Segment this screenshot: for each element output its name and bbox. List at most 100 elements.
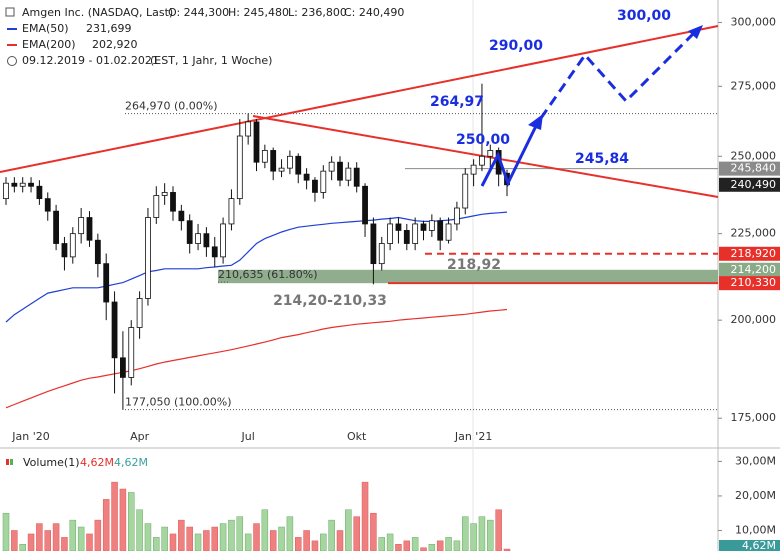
volume-bar [395, 544, 402, 551]
volume-bar [19, 544, 26, 551]
axis-tag [719, 276, 780, 291]
candle-body [479, 155, 485, 166]
candle-body [362, 185, 368, 225]
annotation: 264,97 [430, 94, 484, 110]
candle-body [11, 182, 18, 187]
volume-bar [361, 481, 369, 551]
volume-bar [503, 548, 511, 551]
axis-tag-label: 210,330 [731, 276, 777, 289]
icon [10, 459, 13, 465]
axis-tag [719, 246, 780, 261]
candle-body [128, 327, 135, 378]
volume-bar [320, 533, 327, 551]
candle-body [453, 207, 460, 225]
candle-body [395, 223, 402, 231]
volume-bar [370, 512, 377, 551]
support-zone [218, 269, 718, 284]
axis-tag-label: 218,920 [731, 247, 777, 260]
axis-tag [719, 540, 780, 551]
legend-label: EMA(200) [22, 38, 76, 51]
volume-bar [94, 519, 102, 551]
volume-bar [403, 540, 411, 551]
candle-body [353, 167, 360, 187]
volume-bar [295, 537, 302, 551]
y-tick-label: 275,000 [731, 79, 777, 92]
volume-bar [211, 526, 218, 551]
candle-body [145, 217, 151, 299]
annotation: 290,00 [489, 38, 543, 54]
candle-body [253, 121, 260, 163]
candle-body [428, 220, 435, 231]
forecast-arrow [480, 125, 538, 187]
volume-bar [428, 544, 436, 551]
volume-bar [386, 533, 394, 551]
candle-body [487, 150, 494, 157]
candle-body [437, 220, 444, 241]
volume-bar [111, 481, 118, 551]
candle-body [28, 182, 34, 187]
volume-bar [228, 519, 235, 551]
legend-label: Volume(1) [23, 456, 80, 469]
volume-bar [495, 509, 502, 551]
legend-label: EMA(50) [22, 22, 69, 35]
y-tick-label: 300,000 [731, 15, 777, 28]
y-tick-label: 175,000 [731, 411, 777, 424]
x-tick-label: Jul [241, 430, 255, 443]
volume-bar [253, 523, 260, 551]
candle-body [345, 167, 352, 181]
volume-bar [278, 526, 285, 551]
volume-bar [119, 488, 127, 551]
candle-body [53, 210, 59, 244]
icon [5, 7, 15, 17]
candle-body [69, 233, 76, 258]
zone-label: 214,20-210,33 [273, 293, 387, 309]
volume-bar [378, 537, 385, 551]
header: Amgen Inc. (NASDAQ, Last) O: 244,300 H: … [5, 6, 404, 67]
fib-label: 264,970 (0.00%) [125, 100, 218, 113]
candle-body [378, 243, 385, 265]
volume-bar [44, 530, 51, 551]
title: Amgen Inc. (NASDAQ, Last) [22, 6, 173, 19]
x-tick-label: Okt [347, 430, 367, 443]
candle-body [320, 170, 327, 193]
volume-bar [169, 533, 177, 551]
axis-tag [719, 177, 780, 192]
volume-bar [453, 540, 461, 551]
candle-body [136, 298, 143, 328]
falling-trendline [252, 115, 719, 198]
volume-bar [161, 526, 168, 551]
ohlc: L: 236,800 [288, 6, 347, 19]
candle-body [337, 161, 343, 181]
fib-label: 177,050 (100.00%) [125, 396, 232, 409]
volume-bar [261, 509, 269, 551]
arrow-head [688, 25, 703, 39]
candle-body [195, 233, 201, 244]
volume-bar [328, 519, 335, 551]
volume-bar [153, 537, 160, 551]
ema-line [5, 308, 508, 409]
candle-body [211, 246, 218, 258]
y-tick-label: 200,000 [731, 313, 777, 326]
legend-value: 231,699 [86, 22, 132, 35]
volume-bar [353, 516, 360, 551]
candle-body [120, 357, 126, 378]
candle-body [328, 161, 335, 172]
axis-tag-label: 245,840 [731, 162, 777, 175]
volume-bar [219, 523, 227, 551]
volume-bar [462, 516, 469, 551]
axis-tag-label: 4,62M [742, 539, 776, 551]
candle-body [61, 243, 68, 258]
volume-bar [77, 526, 85, 551]
volume-bar [244, 533, 252, 551]
legend-value: 4,62M [80, 456, 114, 469]
volume-bar [69, 519, 77, 551]
volume-bar [445, 537, 452, 551]
candle-body [44, 198, 51, 212]
y-tick-label: 30,00M [735, 454, 776, 467]
candle-body [203, 233, 210, 248]
candle-body [278, 167, 285, 172]
candle-body [312, 179, 318, 193]
annotation: 250,00 [456, 132, 510, 148]
info: (EST, 1 Jahr, 1 Woche) [150, 54, 272, 67]
x-tick-label: Jan '21 [454, 430, 492, 443]
